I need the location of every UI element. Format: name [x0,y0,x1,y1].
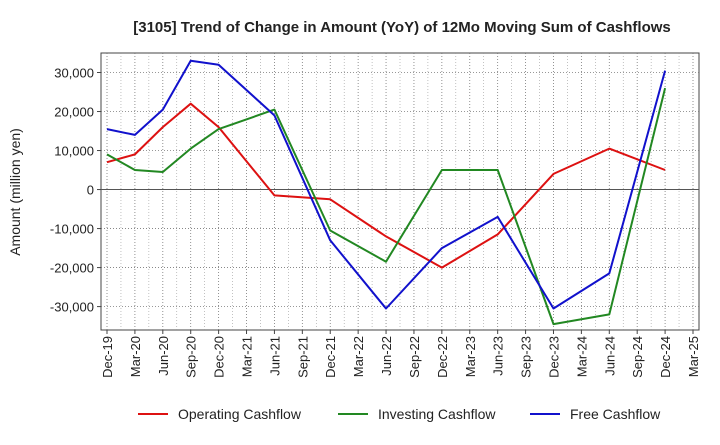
series-line-free-cashflow [106,59,667,310]
x-tick-label: Mar-23 [463,336,478,377]
x-tick-label: Mar-22 [351,336,366,377]
y-tick-label: -20,000 [50,261,94,276]
y-tick-label: -30,000 [50,300,94,315]
x-tick-label: Mar-21 [240,336,255,377]
x-tick-label: Dec-22 [435,336,450,378]
x-tick-labels: Dec-19 Mar-20 Jun-20 Sep-20 Dec-20 Mar-21 Jun-… [100,330,701,378]
series-line-investing-cashflow [106,87,667,326]
legend-item: Investing Cashflow [338,406,496,422]
legend-label: Investing Cashflow [378,406,496,422]
x-tick-label: Sep-23 [519,336,534,378]
x-tick-label: Dec-19 [100,336,115,378]
y-tick-label: 20,000 [54,105,94,120]
x-tick-label: Mar-24 [574,336,589,377]
series-layer [106,59,667,326]
legend-label: Operating Cashflow [178,406,302,422]
y-axis-label: Amount (million yen) [7,128,23,256]
x-tick-label: Dec-20 [212,336,227,378]
x-tick-label: Mar-20 [128,336,143,377]
x-tick-label: Jun-20 [156,336,171,376]
legend-label: Free Cashflow [570,406,661,422]
legend-item: Free Cashflow [530,406,661,422]
x-tick-label: Sep-21 [295,336,310,378]
x-tick-label: Sep-24 [630,336,645,378]
y-tick-label: -10,000 [50,222,94,237]
x-tick-label: Mar-25 [686,336,701,377]
chart-title: [3105] Trend of Change in Amount (YoY) o… [133,19,671,36]
x-tick-label: Jun-22 [379,336,394,376]
y-tick-labels: 30,000 20,000 10,000 0 -10,000 -20,000 -30,000 [50,66,101,315]
series-line-operating-cashflow [106,102,666,269]
x-tick-label: Dec-24 [658,336,673,378]
x-tick-label: Jun-24 [602,336,617,376]
grid-layer [101,53,699,330]
x-tick-label: Jun-23 [491,336,506,376]
x-tick-label: Sep-22 [407,336,422,378]
legend: Operating Cashflow Investing Cashflow Free… [138,406,661,422]
y-tick-label: 0 [87,183,94,198]
y-tick-label: 30,000 [54,66,94,81]
x-tick-label: Jun-21 [267,336,282,376]
x-tick-label: Dec-23 [546,336,561,378]
x-tick-label: Sep-20 [184,336,199,378]
x-tick-label: Dec-21 [323,336,338,378]
legend-item: Operating Cashflow [138,406,302,422]
y-tick-label: 10,000 [54,144,94,159]
